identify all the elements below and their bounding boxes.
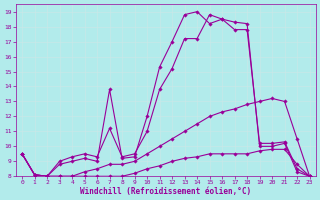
X-axis label: Windchill (Refroidissement éolien,°C): Windchill (Refroidissement éolien,°C) xyxy=(80,187,252,196)
